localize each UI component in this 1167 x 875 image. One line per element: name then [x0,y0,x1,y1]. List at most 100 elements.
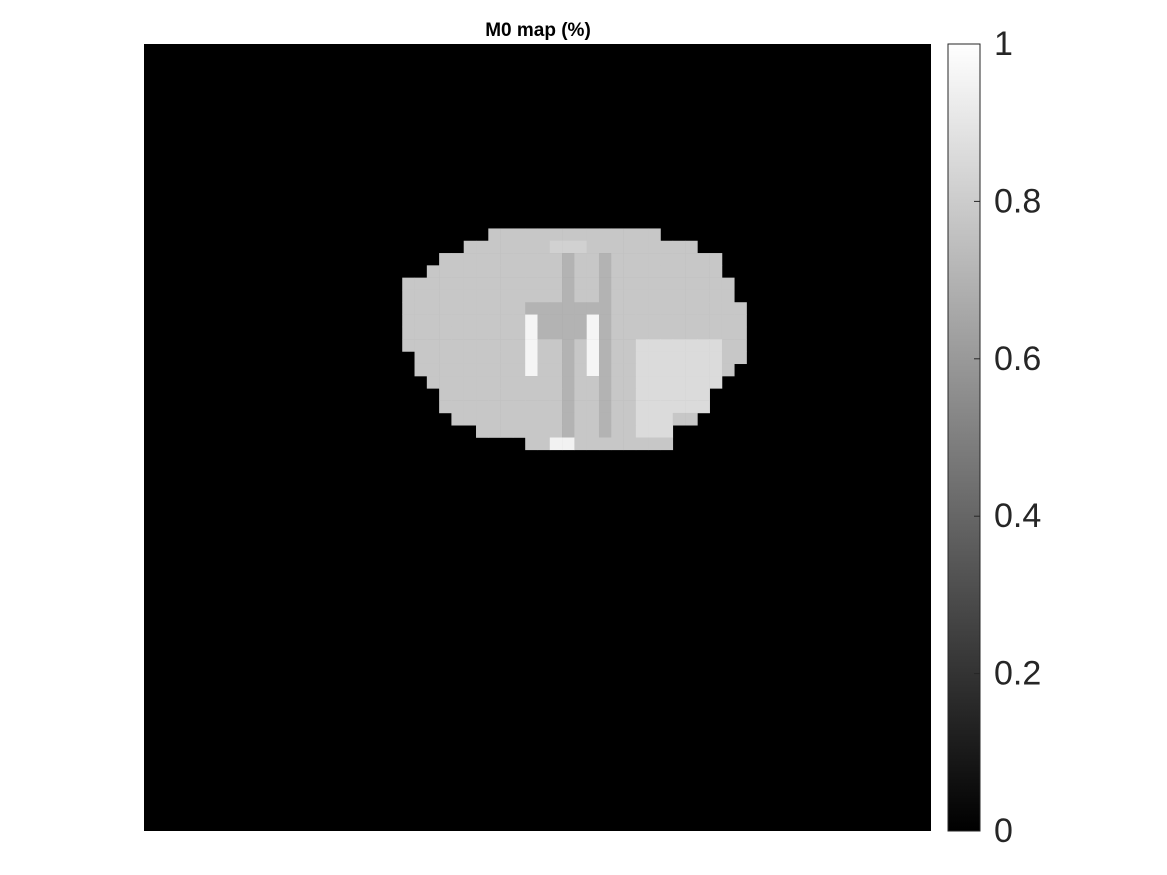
pixel-cell [611,253,624,266]
pixel-cell [537,240,551,254]
pixel-cell [586,412,600,426]
pixel-cell [463,314,477,328]
pixel-cell [476,412,489,426]
pixel-cell [512,302,526,315]
pixel-cell [623,314,637,328]
pixel-cell [721,363,735,377]
pixel-cell [562,326,575,340]
pixel-cell [623,363,637,377]
pixel-cell [537,351,551,365]
pixel-cell [439,253,452,266]
pixel-cell [648,265,661,278]
pixel-cell [685,376,698,389]
pixel-cell [697,326,710,340]
pixel-cell [697,363,710,377]
pixel-cell [623,425,637,438]
pixel-cell [549,437,563,451]
pixel-cell [488,253,501,266]
pixel-cell [500,253,514,266]
pixel-cell [635,351,649,365]
pixel-cell [709,289,723,303]
pixel-cell [685,289,698,303]
pixel-cell [426,363,440,377]
pixel-cell [623,289,637,303]
pixel-cell [672,339,686,352]
pixel-cell [549,400,563,414]
pixel-cell [685,265,698,278]
pixel-cell [525,339,538,352]
pixel-cell [574,228,587,242]
pixel-cell [525,425,538,438]
pixel-cell [562,302,575,315]
pixel-cell [672,326,686,340]
pixel-cell [574,240,587,254]
pixel-cell [598,277,612,291]
pixel-cell [611,326,624,340]
pixel-cell [476,388,489,401]
pixel-cell [414,277,428,291]
pixel-cell [672,240,686,254]
pixel-cell [549,314,563,328]
pixel-cell [537,302,551,315]
pixel-cell [562,400,575,414]
pixel-cell [574,253,587,266]
pixel-cell [734,326,747,340]
pixel-cell [451,351,465,365]
pixel-cell [549,326,563,340]
pixel-cell [488,400,501,414]
colorbar-tick-label: 0.4 [994,497,1041,535]
pixel-cell [537,326,551,340]
pixel-cell [660,314,674,328]
pixel-cell [463,265,477,278]
pixel-cell [648,400,661,414]
pixel-cell [574,314,587,328]
pixel-cell [648,302,661,315]
pixel-cell [635,265,649,278]
pixel-cell [586,253,600,266]
pixel-layer [402,228,747,451]
pixel-cell [721,314,735,328]
pixel-cell [611,388,624,401]
pixel-cell [734,351,747,365]
pixel-cell [672,351,686,365]
pixel-cell [623,388,637,401]
pixel-cell [709,265,723,278]
pixel-cell [512,289,526,303]
pixel-cell [463,253,477,266]
pixel-cell [586,289,600,303]
pixel-cell [734,339,747,352]
pixel-cell [574,289,587,303]
pixel-cell [598,228,612,242]
pixel-cell [537,314,551,328]
pixel-cell [525,437,538,451]
pixel-cell [426,302,440,315]
pixel-cell [500,388,514,401]
pixel-cell [562,363,575,377]
pixel-cell [586,376,600,389]
pixel-cell [463,388,477,401]
pixel-cell [525,240,538,254]
pixel-cell [525,363,538,377]
pixel-cell [623,228,637,242]
pixel-cell [488,425,501,438]
pixel-cell [709,351,723,365]
pixel-cell [402,302,415,315]
pixel-cell [685,314,698,328]
pixel-cell [660,363,674,377]
pixel-cell [623,400,637,414]
pixel-cell [537,289,551,303]
pixel-cell [660,253,674,266]
pixel-cell [685,240,698,254]
colorbar-tick-label: 0.6 [994,340,1041,378]
pixel-cell [635,240,649,254]
pixel-cell [598,253,612,266]
pixel-cell [623,376,637,389]
pixel-cell [623,302,637,315]
pixel-cell [549,228,563,242]
pixel-cell [586,339,600,352]
pixel-cell [402,277,415,291]
pixel-cell [721,351,735,365]
pixel-cell [463,412,477,426]
pixel-cell [512,351,526,365]
pixel-cell [463,351,477,365]
